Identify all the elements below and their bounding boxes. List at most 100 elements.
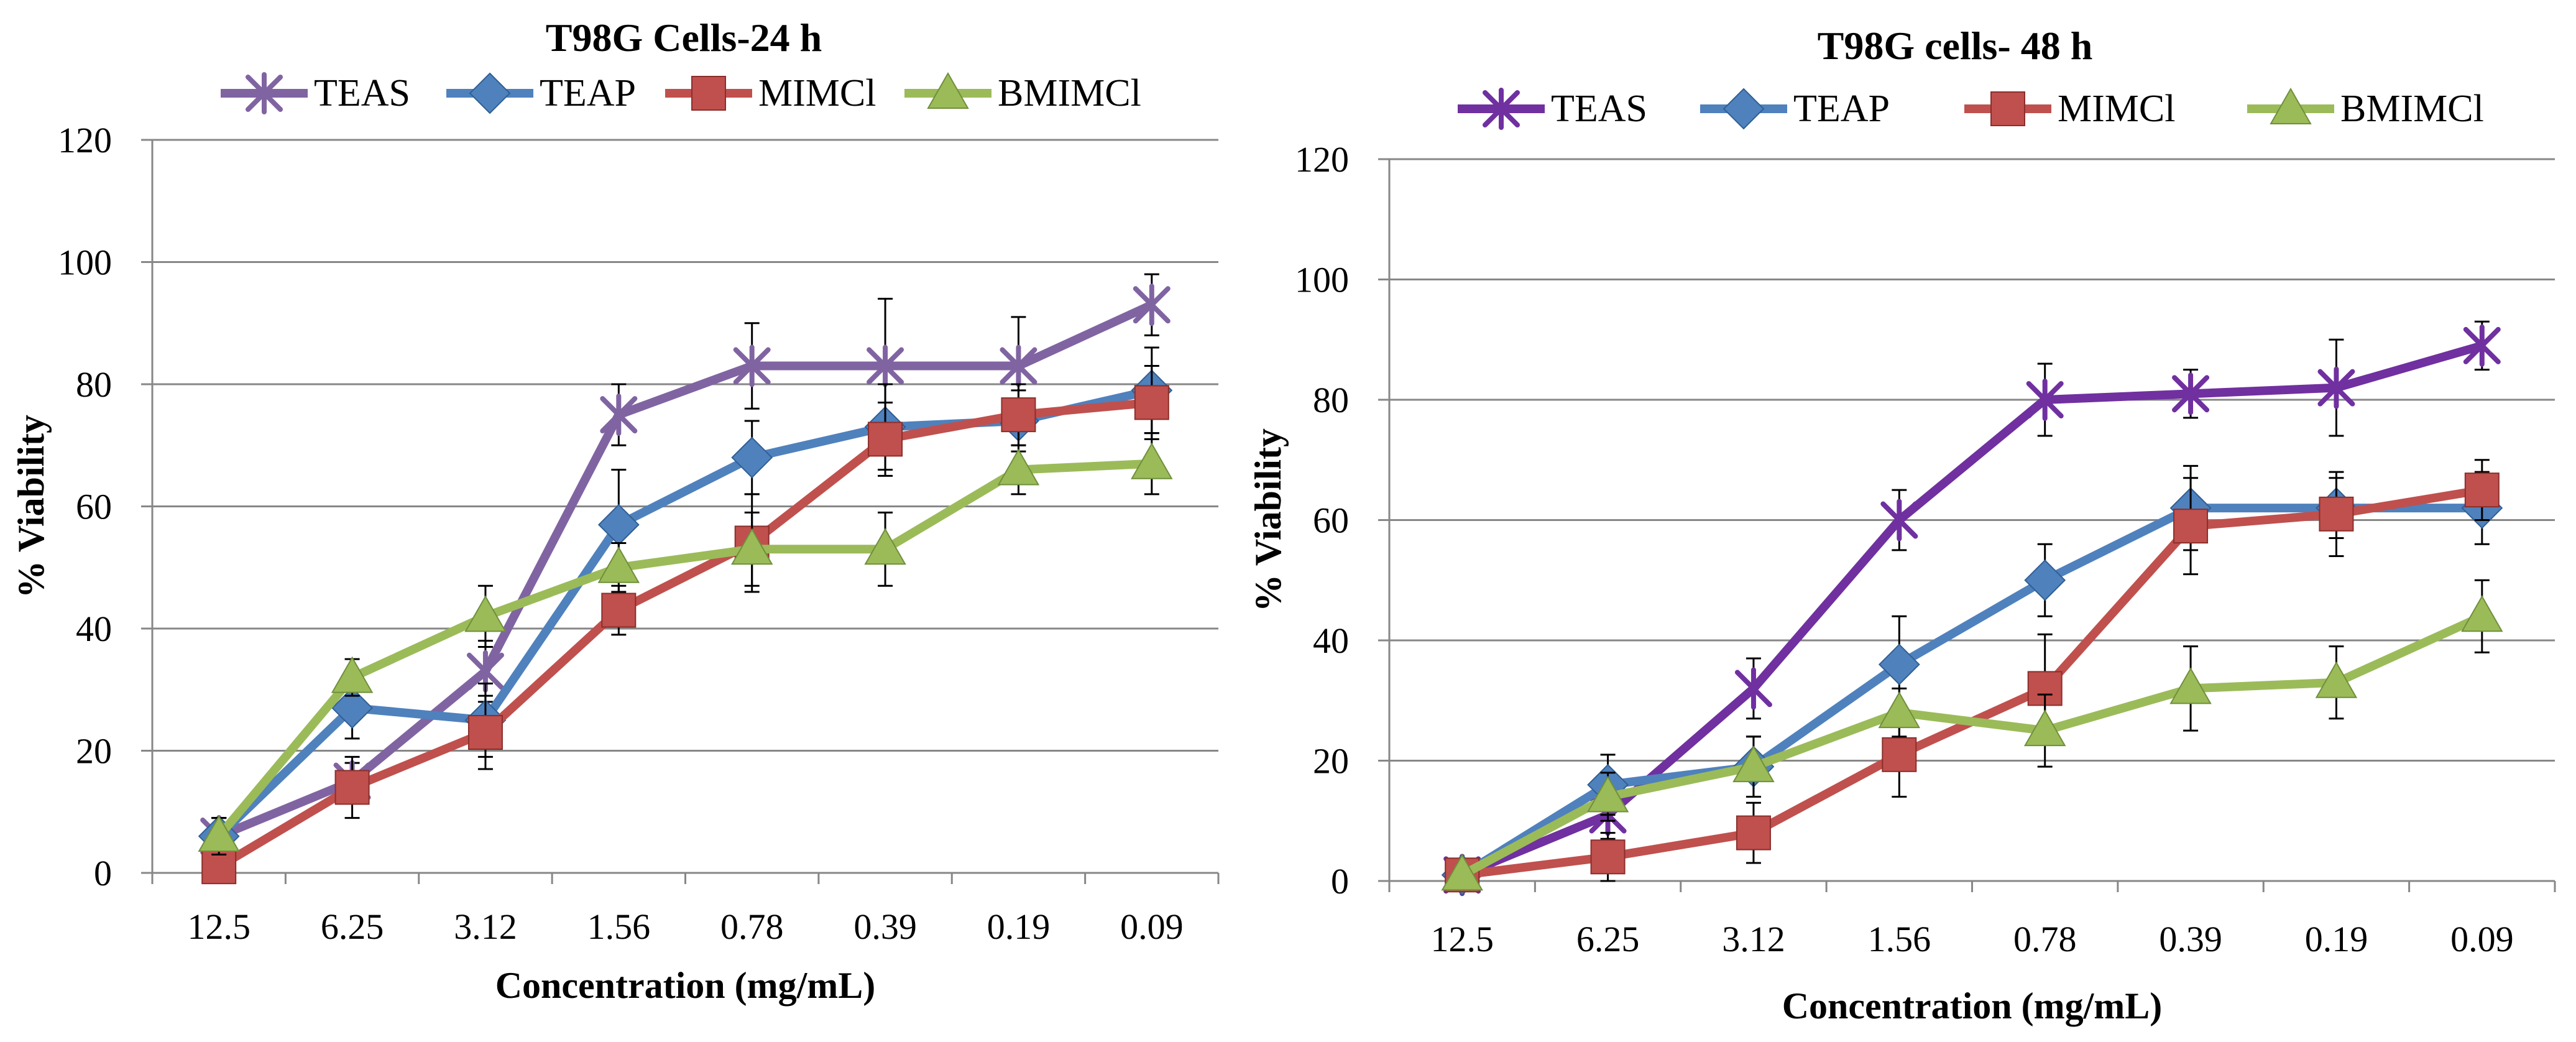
x-tick-label: 0.78 [2013,919,2077,959]
y-tick-label: 100 [1295,260,1349,300]
x-tick-label: 1.56 [1868,919,1931,959]
legend-item: MIMCl [665,72,876,114]
x-tick-label: 0.39 [853,906,917,947]
y-tick-label: 0 [1331,861,1349,901]
legend-marker [1723,88,1765,130]
data-point [331,687,373,729]
data-point [997,448,1040,486]
series-BMIMCl [1441,579,2503,891]
x-tick-label: 3.12 [1722,919,1785,959]
series-line [1460,504,2482,879]
legend-item: TEAS [1458,88,1647,130]
y-tick-label: 120 [58,120,112,160]
data-point [864,528,906,565]
y-axis-label: % Viability [1248,428,1289,612]
legend-label: TEAP [1793,88,1890,130]
data-point [1586,775,1629,813]
y-tick-label: 20 [76,731,112,772]
data-point [2173,509,2209,544]
series-line [217,300,1154,841]
data-point [467,715,503,750]
chart-1: T98G Cells-24 h 0 20 40 60 80 100 120 12.5 6.25 3.… [11,16,1220,1006]
data-point [2461,595,2503,632]
chart-title: T98G Cells-24 h [546,16,822,60]
data-point [867,344,904,387]
legend-label: TEAP [540,72,636,114]
legend-item: TEAP [1700,88,1890,130]
data-point [2023,709,2066,747]
legend-marker [469,72,511,114]
legend: TEAS TEAP MIMCl BMIMCl [221,71,1141,114]
y-tick-label: 40 [1313,620,1349,661]
data-point [1131,442,1173,479]
legend-item: BMIMCl [904,71,1141,114]
x-tick-label: 12.5 [187,906,251,947]
legend-item: TEAP [446,72,636,114]
legend: TEAS TEAP MIMCl BMIMCl [1458,87,2484,130]
data-point [1732,745,1775,783]
data-point [1000,344,1037,387]
data-point [1590,839,1626,875]
series-line [215,459,1152,839]
data-point [334,770,370,805]
data-point [1441,854,1483,891]
y-tick-label: 120 [1295,139,1349,180]
data-point [731,436,773,479]
y-axis-label: % Viability [11,415,52,598]
data-point [597,546,640,583]
legend-label: BMIMCl [2340,88,2484,130]
data-point [1001,397,1036,433]
x-tick-label: 12.5 [1430,919,1494,959]
y-tick-label: 100 [58,242,112,283]
series-BMIMCl [198,432,1173,856]
y-tick-label: 80 [1313,380,1349,420]
x-tick-label: 3.12 [454,906,517,947]
legend-item: MIMCl [1964,88,2175,130]
y-tick-label: 20 [1313,741,1349,782]
chart-2: T98G cells- 48 h 0 20 40 60 80 100 120 12.5 6.25 3… [1248,24,2556,1026]
x-tick-label: 1.56 [587,906,651,947]
data-point [2026,379,2064,421]
legend-item: BMIMCl [2247,87,2484,130]
legend-marker [1483,88,1520,130]
x-tick-label: 0.39 [2159,919,2222,959]
x-tick-label: 0.09 [1120,906,1184,947]
legend-label: TEAS [1551,88,1647,130]
series-line [216,398,1152,871]
legend-label: MIMCl [758,72,876,114]
data-point [2024,559,2066,601]
data-point [600,394,638,436]
legend-item: TEAS [221,72,410,114]
legend-label: MIMCl [2058,88,2175,130]
legend-label: BMIMCl [998,72,1141,114]
y-tick-label: 80 [76,364,112,405]
series-MIMCl [201,365,1169,885]
data-point [730,528,773,565]
data-point [601,592,637,628]
legend-marker [1990,91,2025,126]
data-point [2319,496,2354,532]
legend-marker [691,76,726,111]
x-axis-label: Concentration (mg/mL) [1782,985,2163,1026]
legend-marker [927,71,969,109]
data-point [733,344,771,387]
data-point [1878,691,1921,729]
x-tick-label: 6.25 [321,906,384,947]
x-tick-label: 0.09 [2450,919,2514,959]
data-point [2169,667,2212,704]
x-tick-label: 0.19 [987,906,1051,947]
data-point [2315,661,2358,698]
data-point [1880,499,1918,542]
data-point [1734,667,1772,710]
y-tick-label: 40 [76,609,112,649]
series-line [216,386,1153,840]
chart-title: T98G cells- 48 h [1818,24,2093,68]
data-point [1134,385,1169,420]
legend-marker [2270,87,2312,124]
y-tick-label: 0 [94,853,112,893]
data-point [1736,815,1771,851]
legend-marker [246,72,283,114]
x-tick-label: 0.78 [720,906,784,947]
series-line [1460,612,2484,879]
